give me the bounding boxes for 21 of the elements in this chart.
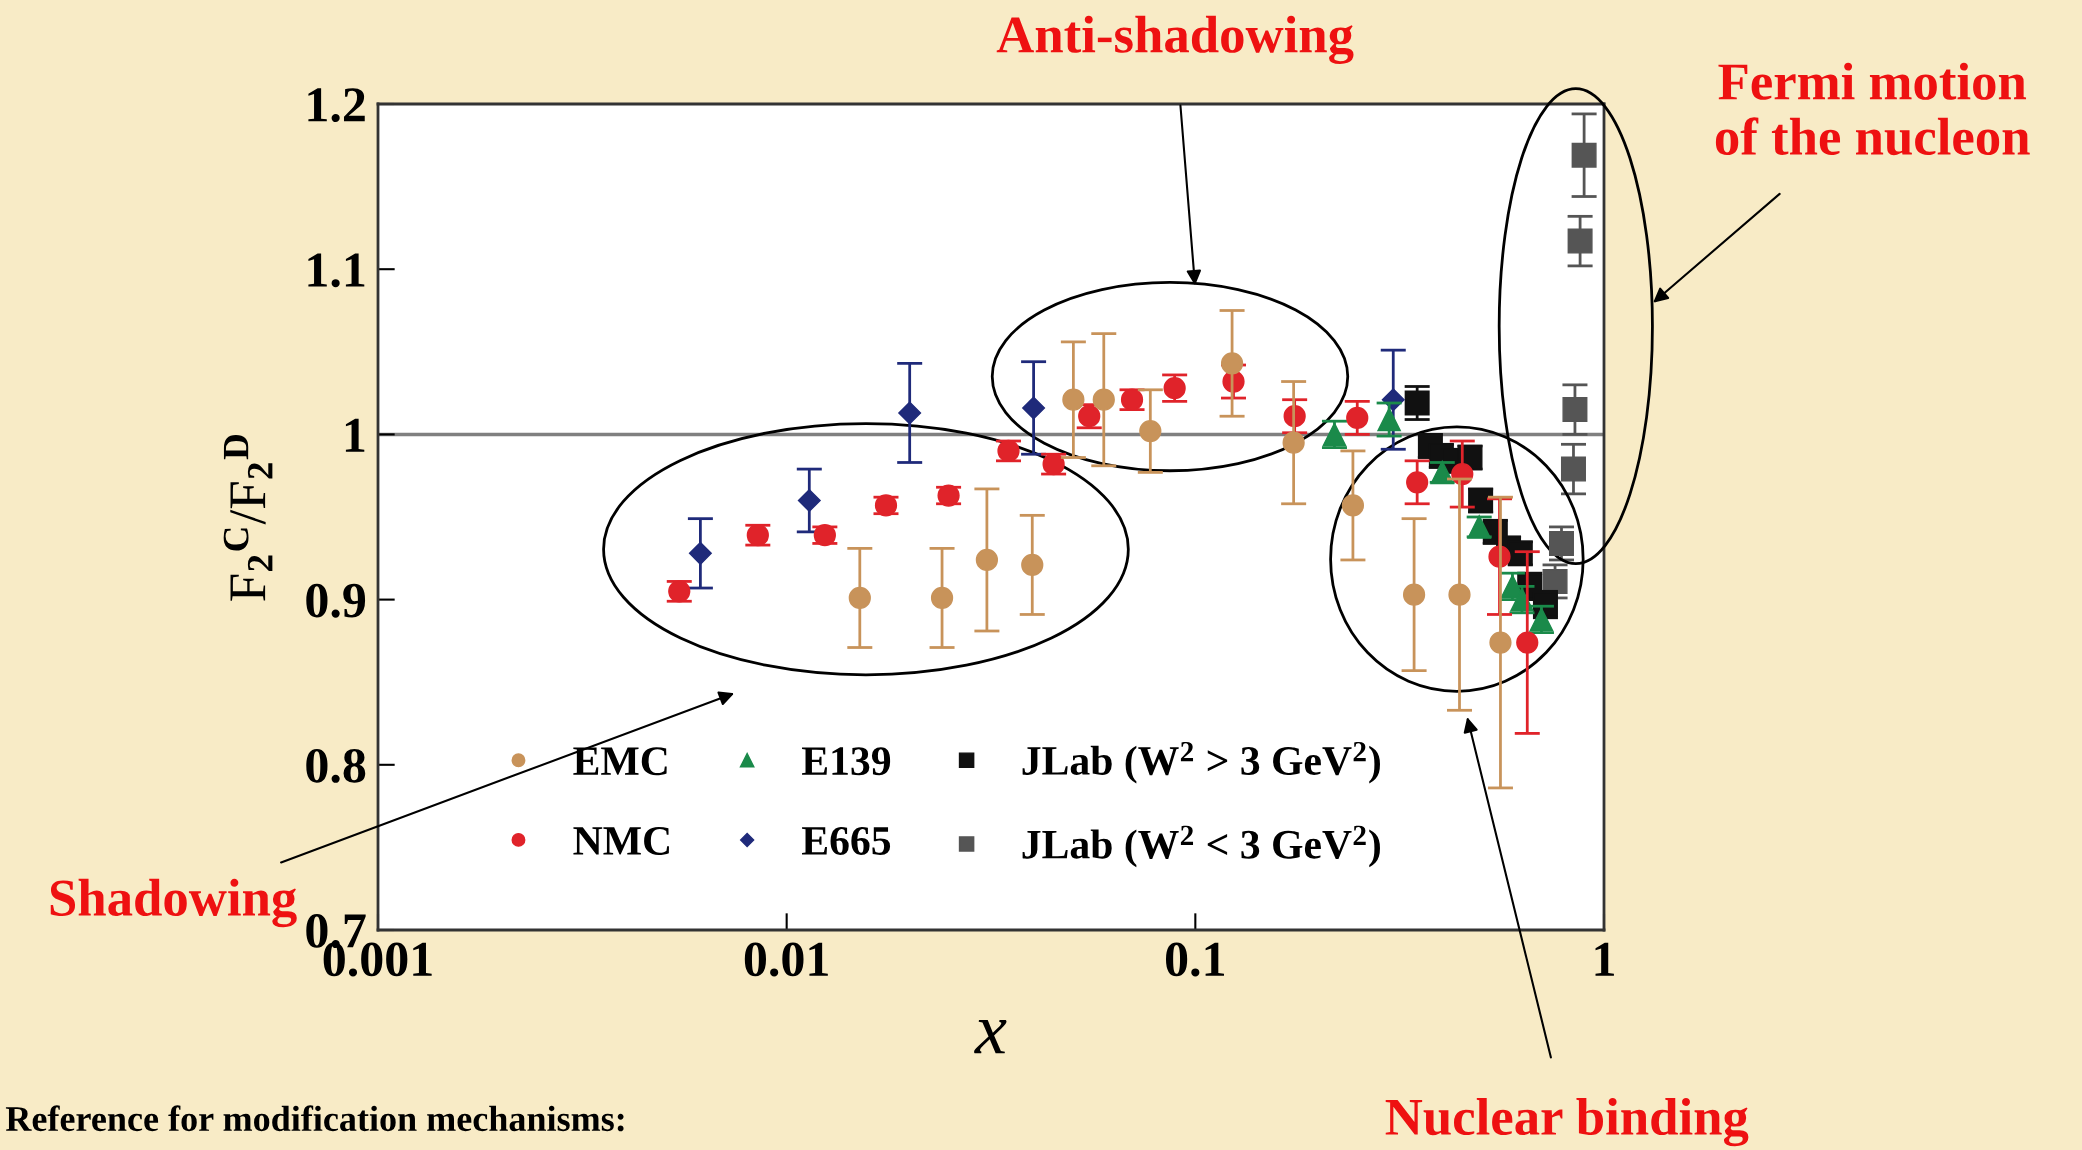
y-tick-label: 1.2 (308, 88, 365, 123)
text: Nuclear binding (1385, 1097, 1749, 1147)
text: Shadowing (50, 878, 297, 928)
legend-label: EMC (573, 747, 667, 776)
y-axis-title: F$_{2}$$^{C}$/F$_{2}$$^{D}$ (223, 435, 273, 601)
y-tick-label: 1 (345, 418, 365, 452)
x-tick-label: 0.01 (744, 942, 828, 977)
y-tick-label: 1.1 (308, 253, 365, 288)
legend-label: E665 (802, 826, 891, 855)
legend-label: JLab (W$^{2}$ > 3 GeV$^{2}$) (1022, 741, 1380, 784)
legend-label: E139 (802, 747, 891, 776)
y-tick-label: 0.8 (306, 748, 366, 783)
legend-label: JLab (W$^{2}$ < 3 GeV$^{2}$) (1022, 825, 1380, 868)
x-tick-label: 0.1 (1165, 942, 1224, 977)
legend-label: NMC (573, 826, 669, 855)
x-axis-title: x (974, 1020, 1007, 1054)
text: Fermi motion of the nucleon (1715, 62, 2030, 156)
x-tick-label: 1 (1595, 942, 1614, 976)
text: Reference for modification mechanisms: (5, 1105, 624, 1132)
text: Anti-shadowing (996, 15, 1354, 64)
y-tick-label: 0.9 (306, 583, 366, 618)
